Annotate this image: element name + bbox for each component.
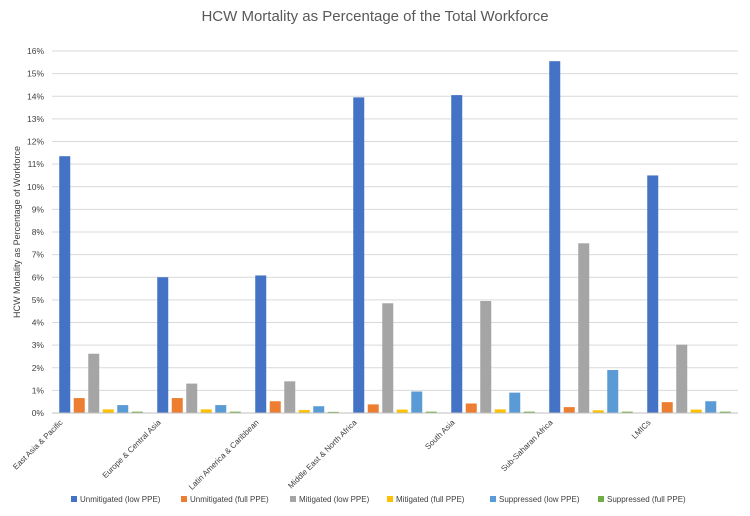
bar <box>117 405 129 413</box>
y-tick-label: 15% <box>27 69 44 79</box>
legend-swatch <box>181 496 187 502</box>
x-axis-categories: East Asia & Pacific Europe & Central Asia… <box>11 418 653 492</box>
bar <box>494 409 506 413</box>
bar <box>676 344 688 413</box>
legend-swatch <box>71 496 77 502</box>
bar <box>411 391 423 413</box>
x-category-label: LMICs <box>630 418 653 441</box>
bar <box>186 383 198 413</box>
x-category-label: Sub-Saharan Africa <box>499 418 555 474</box>
bar <box>647 175 659 413</box>
bars <box>59 61 731 414</box>
bar <box>382 303 394 413</box>
y-tick-label: 9% <box>32 204 45 214</box>
legend-label: Suppressed (low PPE) <box>499 495 580 504</box>
bar <box>451 95 463 414</box>
bar <box>509 392 521 413</box>
bar <box>480 301 492 413</box>
bar <box>549 61 561 414</box>
legend-swatch <box>290 496 296 502</box>
bar <box>607 370 619 413</box>
bar <box>523 411 535 413</box>
y-tick-label: 7% <box>32 250 45 260</box>
y-tick-label: 6% <box>32 272 45 282</box>
bar <box>563 407 575 413</box>
bar <box>200 409 212 413</box>
bar <box>690 409 702 413</box>
bar <box>171 398 183 413</box>
bar <box>298 410 310 413</box>
x-category-label: Middle East & North Africa <box>286 418 359 491</box>
bar <box>353 97 365 413</box>
bar <box>284 381 296 413</box>
legend-swatch <box>387 496 393 502</box>
x-category-label: Latin America & Caribbean <box>187 418 261 492</box>
x-category-label: Europe & Central Asia <box>101 418 163 480</box>
y-tick-label: 10% <box>27 182 44 192</box>
bar <box>88 353 100 413</box>
legend-label: Suppressed (full PPE) <box>607 495 686 504</box>
chart-title: HCW Mortality as Percentage of the Total… <box>201 8 548 25</box>
y-tick-label: 3% <box>32 340 45 350</box>
legend-swatch <box>598 496 604 502</box>
bar <box>396 409 408 413</box>
bar <box>73 398 85 413</box>
y-tick-label: 4% <box>32 318 45 328</box>
legend-label: Unmitigated (low PPE) <box>80 495 161 504</box>
bar <box>327 411 339 413</box>
y-axis-ticks: 0% 1% 2% 3% 4% 5% 6% 7% 8% 9% 10% 11% 12% 13% 14% 15% 16… <box>27 46 44 418</box>
bar <box>269 401 281 413</box>
bar <box>229 411 241 413</box>
gridlines <box>52 50 738 391</box>
x-category-label: South Asia <box>423 418 457 452</box>
bar <box>367 404 379 413</box>
bar <box>255 275 267 413</box>
bar <box>621 411 633 413</box>
bar <box>578 243 590 413</box>
legend-label: Mitigated (low PPE) <box>299 495 370 504</box>
y-tick-label: 0% <box>32 408 45 418</box>
y-tick-label: 8% <box>32 227 45 237</box>
bar <box>313 406 325 413</box>
bar <box>705 401 717 413</box>
y-tick-label: 5% <box>32 295 45 305</box>
y-tick-label: 11% <box>28 159 45 169</box>
bar <box>661 402 673 413</box>
y-tick-label: 13% <box>27 114 44 124</box>
bar <box>592 410 604 413</box>
legend-label: Unmitigated (full PPE) <box>190 495 269 504</box>
bar <box>465 403 477 413</box>
bar <box>425 411 437 413</box>
y-tick-label: 14% <box>27 91 44 101</box>
bar <box>102 409 114 413</box>
y-tick-label: 12% <box>27 137 44 147</box>
legend: Unmitigated (low PPE) Unmitigated (full P… <box>71 495 686 504</box>
legend-swatch <box>490 496 496 502</box>
y-tick-label: 16% <box>27 46 44 56</box>
bar <box>157 277 169 413</box>
bar <box>59 156 71 414</box>
y-tick-label: 1% <box>32 385 45 395</box>
y-tick-label: 2% <box>32 363 45 373</box>
bar <box>131 411 143 413</box>
bar <box>215 405 227 413</box>
bar <box>719 411 731 413</box>
legend-label: Mitigated (full PPE) <box>396 495 465 504</box>
y-axis-title: HCW Mortality as Percentage of Workforce <box>12 146 22 318</box>
x-category-label: East Asia & Pacific <box>11 418 65 472</box>
